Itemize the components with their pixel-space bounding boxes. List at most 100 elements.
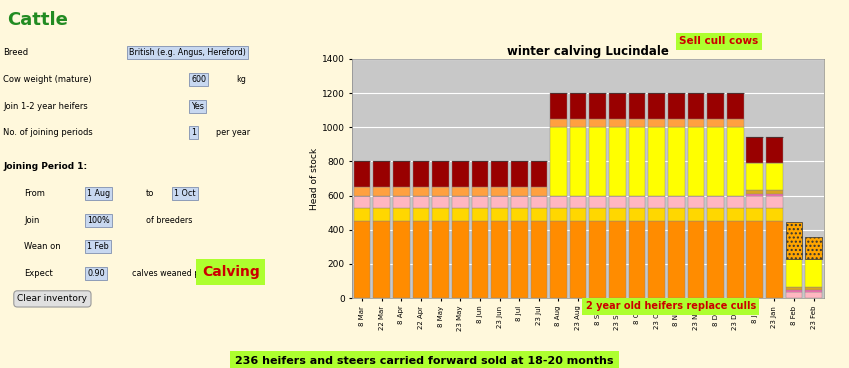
Bar	[746, 221, 763, 298]
Bar	[492, 208, 508, 221]
Bar	[668, 127, 684, 195]
Bar	[785, 292, 802, 298]
Bar	[589, 221, 606, 298]
Bar	[531, 221, 548, 298]
Text: Breed: Breed	[3, 48, 29, 57]
Bar	[492, 221, 508, 298]
Bar	[511, 195, 527, 208]
Bar	[649, 195, 665, 208]
Bar	[785, 222, 802, 259]
Bar	[649, 127, 665, 195]
Bar	[766, 137, 783, 163]
Bar	[570, 118, 587, 127]
Bar	[511, 162, 527, 187]
Bar	[806, 292, 822, 298]
Bar	[492, 195, 508, 208]
Bar	[609, 93, 626, 118]
Text: Expect: Expect	[25, 269, 53, 277]
Text: Cattle: Cattle	[7, 11, 68, 29]
Bar	[570, 221, 587, 298]
Bar	[727, 208, 744, 221]
Bar	[746, 163, 763, 191]
Bar	[471, 208, 488, 221]
Text: Clear inventory: Clear inventory	[17, 294, 87, 303]
Text: Join 1-2 year heifers: Join 1-2 year heifers	[3, 102, 88, 110]
Bar	[746, 195, 763, 208]
Bar	[531, 195, 548, 208]
Bar	[492, 187, 508, 195]
Bar	[806, 290, 822, 292]
Text: 600: 600	[191, 75, 206, 84]
Bar	[727, 127, 744, 195]
Bar	[688, 195, 705, 208]
Text: 1 Feb: 1 Feb	[87, 242, 109, 251]
Bar	[550, 195, 567, 208]
Text: Yes: Yes	[191, 102, 205, 110]
Bar	[374, 208, 391, 221]
Bar	[550, 208, 567, 221]
Bar	[550, 93, 567, 118]
Bar	[609, 127, 626, 195]
Bar	[727, 93, 744, 118]
Text: 1 Oct: 1 Oct	[174, 189, 195, 198]
Text: British (e.g. Angus, Hereford): British (e.g. Angus, Hereford)	[129, 48, 245, 57]
Bar	[707, 93, 724, 118]
Bar	[688, 118, 705, 127]
Bar	[609, 221, 626, 298]
Bar	[688, 127, 705, 195]
Bar	[589, 118, 606, 127]
Bar	[668, 118, 684, 127]
Bar	[471, 187, 488, 195]
Bar	[511, 208, 527, 221]
Bar	[432, 187, 449, 195]
Bar	[393, 221, 410, 298]
Bar	[806, 287, 822, 290]
Bar	[393, 195, 410, 208]
Bar	[413, 208, 430, 221]
Bar	[628, 127, 645, 195]
Bar	[393, 162, 410, 187]
Text: 100%: 100%	[87, 216, 110, 224]
Bar	[688, 208, 705, 221]
Text: 0.90: 0.90	[87, 269, 104, 277]
Bar	[393, 208, 410, 221]
Bar	[707, 221, 724, 298]
Bar	[452, 208, 469, 221]
Bar	[589, 208, 606, 221]
Text: Join: Join	[25, 216, 40, 224]
Bar	[413, 162, 430, 187]
Text: 236 heifers and steers carried forward sold at 18-20 months: 236 heifers and steers carried forward s…	[235, 356, 614, 366]
Bar	[550, 118, 567, 127]
Bar	[511, 187, 527, 195]
Bar	[570, 93, 587, 118]
Bar	[785, 287, 802, 290]
Bar	[785, 259, 802, 287]
Bar	[354, 221, 370, 298]
Bar	[609, 195, 626, 208]
Text: Wean on: Wean on	[25, 242, 61, 251]
Text: 1: 1	[191, 128, 196, 137]
Bar	[609, 208, 626, 221]
Bar	[688, 221, 705, 298]
Text: Cow weight (mature): Cow weight (mature)	[3, 75, 92, 84]
Bar	[806, 259, 822, 287]
Bar	[668, 208, 684, 221]
Bar	[413, 195, 430, 208]
Bar	[531, 208, 548, 221]
Bar	[785, 290, 802, 292]
Bar	[452, 221, 469, 298]
Text: to: to	[146, 189, 155, 198]
Bar	[452, 195, 469, 208]
Bar	[766, 208, 783, 221]
Text: Sell cull cows: Sell cull cows	[679, 36, 758, 46]
Bar	[628, 93, 645, 118]
Bar	[589, 93, 606, 118]
Bar	[354, 187, 370, 195]
Bar	[727, 195, 744, 208]
Bar	[511, 221, 527, 298]
Bar	[766, 195, 783, 208]
Text: 2 year old heifers replace culls: 2 year old heifers replace culls	[586, 301, 756, 311]
Bar	[374, 187, 391, 195]
Text: per year: per year	[216, 128, 250, 137]
Bar	[432, 221, 449, 298]
